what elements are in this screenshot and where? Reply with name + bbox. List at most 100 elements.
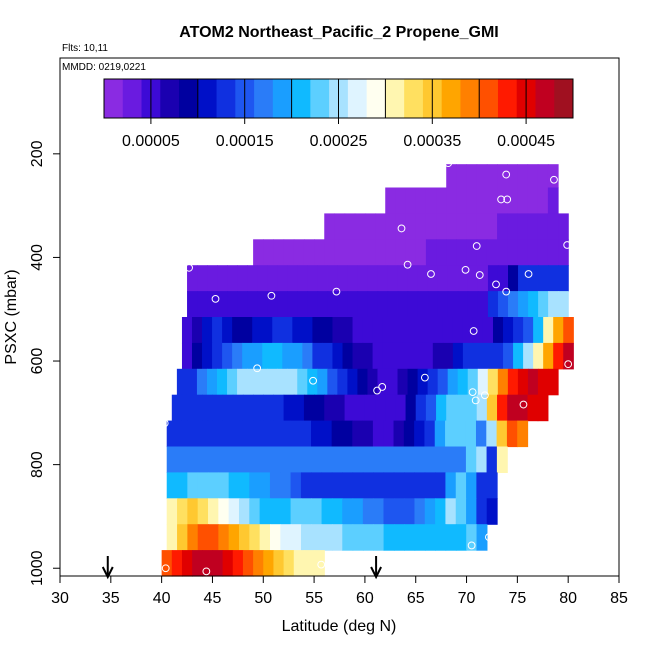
- heatmap-cell: [372, 420, 384, 448]
- heatmap-cell: [253, 550, 264, 577]
- heatmap-cell: [476, 472, 488, 499]
- observation-point: [202, 567, 211, 576]
- colorbar-segment: [366, 79, 386, 118]
- heatmap-cell: [202, 550, 214, 577]
- heatmap-cell: [506, 420, 518, 448]
- heatmap-cell: [247, 291, 258, 318]
- heatmap-cell: [457, 368, 469, 396]
- observation-point: [475, 271, 484, 279]
- heatmap-cell: [476, 394, 488, 422]
- y-tick-label: 600: [29, 348, 46, 375]
- heatmap-cell: [352, 472, 364, 499]
- heatmap-cell: [317, 291, 329, 318]
- heatmap-cell: [302, 342, 313, 370]
- heatmap-cell: [387, 291, 399, 318]
- colorbar-tick-label: 0.00025: [310, 133, 368, 150]
- heatmap-cell: [414, 472, 426, 499]
- heatmap-cell: [507, 213, 518, 240]
- arrow-head: [101, 566, 114, 580]
- heatmap-cell: [466, 498, 477, 525]
- heatmap-cell: [222, 342, 233, 370]
- heatmap-cell: [385, 213, 396, 240]
- x-tick-label: 85: [610, 590, 628, 607]
- heatmap-cell: [446, 394, 457, 422]
- heatmap-cell: [344, 213, 356, 240]
- heatmap-cell: [437, 368, 449, 396]
- heatmap-cell: [253, 394, 264, 422]
- heatmap-cell: [311, 446, 323, 473]
- observation-point: [480, 391, 489, 400]
- heatmap-cell: [238, 498, 250, 525]
- heatmap-cell: [452, 317, 464, 344]
- heatmap-cell: [486, 394, 498, 422]
- observation-point: [502, 170, 511, 179]
- heatmap-cell: [303, 239, 315, 266]
- heatmap-cell: [337, 265, 349, 292]
- heatmap-cell: [527, 394, 539, 422]
- heatmap-cell: [228, 498, 240, 525]
- heatmap-cell: [290, 498, 302, 525]
- heatmap-cell: [283, 394, 295, 422]
- arrow-head: [370, 566, 382, 580]
- heatmap-cell: [476, 446, 488, 473]
- heatmap-cell: [425, 213, 437, 240]
- heatmap-cell: [187, 472, 199, 499]
- heatmap-cell: [364, 394, 376, 422]
- heatmap-cell: [263, 239, 275, 266]
- heatmap-cell: [341, 420, 353, 448]
- heatmap-cell: [436, 239, 447, 266]
- observation-point: [519, 400, 528, 409]
- mmdd-note: MMDD: 0219,0221: [62, 62, 146, 73]
- heatmap-cell: [297, 265, 309, 292]
- heatmap-cell: [247, 368, 258, 396]
- heatmap-cell: [373, 472, 385, 499]
- heatmap-cell: [237, 368, 248, 396]
- heatmap-cell: [415, 213, 427, 240]
- heatmap-cell: [393, 472, 405, 499]
- heatmap-cell: [267, 291, 278, 318]
- heatmap-cell: [337, 291, 349, 318]
- heatmap-cell: [171, 394, 183, 422]
- y-tick-label: 800: [29, 451, 46, 478]
- heatmap-cell: [415, 394, 427, 422]
- heatmap-cell: [207, 446, 219, 473]
- observation-point: [564, 360, 573, 369]
- heatmap-cell: [290, 446, 302, 473]
- heatmap-cell: [192, 394, 203, 422]
- heatmap-cell: [447, 368, 459, 396]
- heatmap-cell: [392, 317, 404, 344]
- heatmap-cell: [282, 317, 293, 344]
- heatmap-cell: [237, 291, 248, 318]
- heatmap-cell: [293, 550, 305, 577]
- heatmap-cell: [375, 239, 386, 266]
- heatmap-cell: [393, 524, 405, 551]
- observation-point: [267, 291, 276, 300]
- heatmap-cell: [228, 524, 240, 551]
- heatmap-cell: [446, 213, 457, 240]
- observation-point: [420, 373, 429, 382]
- colorbar-segment: [479, 79, 499, 118]
- heatmap-cell: [277, 368, 288, 396]
- heatmap-cell: [497, 164, 508, 189]
- x-tick-label: 75: [508, 590, 526, 607]
- heatmap-cell: [352, 524, 364, 551]
- heatmap-cell: [437, 265, 449, 292]
- heatmap-cell: [321, 420, 333, 448]
- heatmap-cell: [362, 420, 374, 448]
- heatmap-cell: [273, 239, 285, 266]
- heatmap-cell: [487, 265, 499, 292]
- chart-title: ATOM2 Northeast_Pacific_2 Propene_GMI: [179, 24, 499, 41]
- heatmap-cell: [177, 446, 188, 473]
- heatmap-cell: [272, 342, 283, 370]
- heatmap-cell: [503, 342, 514, 370]
- colorbar-segment: [197, 79, 218, 118]
- heatmap-cell: [362, 498, 374, 525]
- heatmap-cell: [367, 368, 379, 396]
- heatmap-cell: [477, 265, 489, 292]
- heatmap-cell: [269, 446, 281, 473]
- heatmap-cell: [177, 472, 188, 499]
- heatmap-cell: [283, 550, 295, 577]
- heatmap-cell: [392, 342, 404, 370]
- heatmap-cell: [497, 394, 508, 422]
- observation-point: [461, 265, 470, 274]
